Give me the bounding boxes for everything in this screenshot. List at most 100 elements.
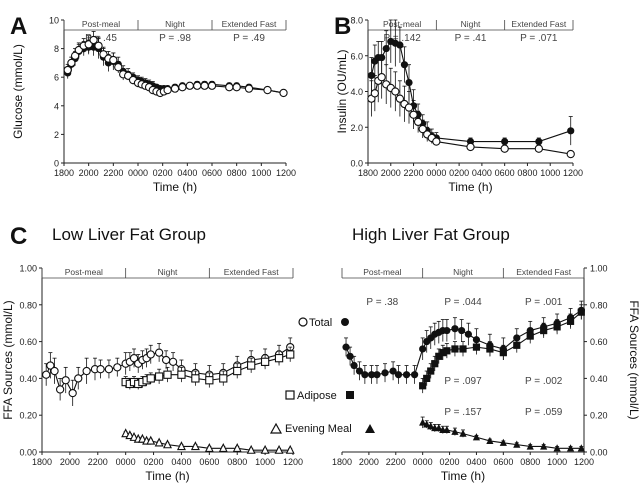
y-tick-label-b-1: 2.0 <box>350 123 363 133</box>
data-point-c-right-total-18 <box>443 326 451 335</box>
data-point-c-left-evening-meal-7 <box>154 437 164 447</box>
phase-label-a-0: Post-meal <box>82 19 120 29</box>
data-point-c-left-adipose-6 <box>146 374 155 383</box>
x-tick-label-a-7: 0800 <box>227 168 247 178</box>
phase-label-c-left-0: Post-meal <box>65 267 103 277</box>
x-tick-label-c-right-2: 2200 <box>386 457 406 467</box>
legend-adipose-filled-marker <box>346 391 354 399</box>
data-point-a-open-10 <box>109 55 118 65</box>
data-point-c-right-adipose-8 <box>459 345 467 353</box>
data-point-c-left-evening-meal-11 <box>204 442 214 452</box>
y-tick-label-c-left-0: 0.00 <box>19 448 37 458</box>
data-point-c-right-total-5 <box>367 371 376 379</box>
group-title-low: Low Liver Fat Group <box>52 225 206 244</box>
x-tick-label-b-3: 0000 <box>426 168 446 178</box>
data-point-c-right-total-6 <box>373 371 381 379</box>
panel-label-b: B <box>334 13 351 40</box>
phase-p-value-b-0: P = .142 <box>383 33 421 44</box>
phase-label-a-2: Extended Fast <box>222 19 277 29</box>
data-point-c-left-total-2 <box>50 366 59 376</box>
legend-total-filled-marker <box>341 318 349 326</box>
y-axis-label-b: Insulin (OU/mL) <box>335 49 349 133</box>
phase-label-c-right-0: Post-meal <box>363 267 401 277</box>
data-point-c-left-adipose-14 <box>247 361 256 370</box>
data-point-c-right-total-19 <box>451 325 459 333</box>
data-point-c-right-adipose-1 <box>423 374 431 382</box>
phase-p-value-a-2: P = .49 <box>233 33 265 44</box>
data-point-a-open-6 <box>89 35 98 45</box>
data-point-b-filled-9 <box>405 78 413 87</box>
data-point-b-open-9 <box>404 103 414 112</box>
plot-layer: 1800 2000 2200 0000 0200 0400 0600 0800 1000 1200… <box>1 16 640 483</box>
data-point-c-left-total-21 <box>168 357 178 366</box>
data-point-c-left-total-6 <box>74 374 83 383</box>
series-line-b-filled <box>370 40 571 143</box>
series-b-open <box>367 55 575 159</box>
x-tick-label-b-6: 0600 <box>495 168 515 178</box>
data-point-c-right-total-1 <box>346 352 354 360</box>
series-a-open <box>63 31 288 98</box>
y-axis-label-a: Glucose (mmol/L) <box>11 44 25 139</box>
data-point-c-right-total-20 <box>458 326 466 335</box>
data-point-a-open-33 <box>263 85 272 95</box>
series-line-c-right-total <box>345 309 582 376</box>
data-point-c-left-adipose-12 <box>219 374 228 383</box>
data-point-c-right-evening-meal-9 <box>472 433 481 441</box>
data-point-c-left-evening-meal-10 <box>190 441 200 451</box>
p-value-c-right-total-1: P = .044 <box>444 297 482 308</box>
data-point-c-left-evening-meal-17 <box>285 444 295 454</box>
data-point-c-right-evening-meal-12 <box>513 440 521 448</box>
data-point-c-right-evening-meal-14 <box>540 442 548 450</box>
x-tick-label-b-8: 1000 <box>540 168 560 178</box>
series-c-left-adipose <box>121 346 295 390</box>
data-point-b-filled-7 <box>396 41 404 49</box>
p-value-c-right-total-0: P = .38 <box>366 297 398 308</box>
data-point-c-right-evening-meal-11 <box>499 438 507 446</box>
x-tick-label-c-left-0: 1800 <box>32 457 52 467</box>
data-point-c-right-total-0 <box>342 343 350 351</box>
data-point-c-right-evening-meal-17 <box>577 444 585 452</box>
y-tick-label-a-0: 0 <box>54 159 59 169</box>
x-tick-label-c-right-9: 1200 <box>574 457 594 467</box>
data-point-c-right-evening-meal-4 <box>435 423 443 432</box>
data-point-a-open-26 <box>185 81 194 90</box>
data-point-c-right-adipose-6 <box>443 347 451 355</box>
x-tick-label-c-left-4: 0200 <box>144 457 164 467</box>
data-point-c-left-evening-meal-16 <box>274 444 284 454</box>
data-point-c-left-evening-meal-14 <box>246 444 256 454</box>
data-point-c-left-total-14 <box>129 354 139 363</box>
data-point-a-open-28 <box>200 81 209 90</box>
data-point-b-open-10 <box>409 110 418 119</box>
p-value-c-right-total-2: P = .001 <box>525 297 563 308</box>
data-point-c-left-total-3 <box>55 385 65 394</box>
phase-p-value-b-1: P = .41 <box>455 33 487 44</box>
data-point-c-right-evening-meal-7 <box>451 427 459 435</box>
x-tick-label-c-left-7: 0800 <box>227 457 247 467</box>
y-tick-label-a-2: 4 <box>54 101 59 111</box>
x-tick-label-a-6: 0600 <box>202 168 222 178</box>
data-point-b-open-15 <box>432 137 441 146</box>
data-point-c-right-total-7 <box>381 369 389 377</box>
data-point-b-open-3 <box>377 73 386 82</box>
x-tick-label-a-1: 2000 <box>79 168 99 178</box>
data-point-c-right-total-4 <box>361 371 369 379</box>
y-tick-label-b-0: 0.0 <box>350 159 363 169</box>
data-point-c-right-total-12 <box>419 345 427 353</box>
data-point-c-right-adipose-14 <box>540 326 548 335</box>
data-point-c-right-adipose-5 <box>439 349 447 357</box>
x-tick-label-c-right-1: 2000 <box>359 457 379 467</box>
data-point-c-right-adipose-16 <box>566 317 575 325</box>
data-point-c-left-adipose-7 <box>154 372 164 381</box>
data-point-c-left-total-5 <box>68 388 77 398</box>
data-point-b-filled-8 <box>400 61 409 69</box>
x-axis-label-c-left: Time (h) <box>145 469 189 483</box>
data-point-b-filled-0 <box>367 71 376 80</box>
data-point-c-left-adipose-17 <box>286 350 295 359</box>
x-tick-label-a-5: 0400 <box>177 168 197 178</box>
data-point-c-right-evening-meal-2 <box>427 422 435 430</box>
data-point-a-open-29 <box>207 81 217 90</box>
data-point-c-right-total-3 <box>355 367 364 375</box>
data-point-a-open-11 <box>114 63 123 72</box>
data-point-c-right-evening-meal-1 <box>423 420 431 428</box>
y-tick-label-c-right-0: 0.00 <box>590 448 608 458</box>
